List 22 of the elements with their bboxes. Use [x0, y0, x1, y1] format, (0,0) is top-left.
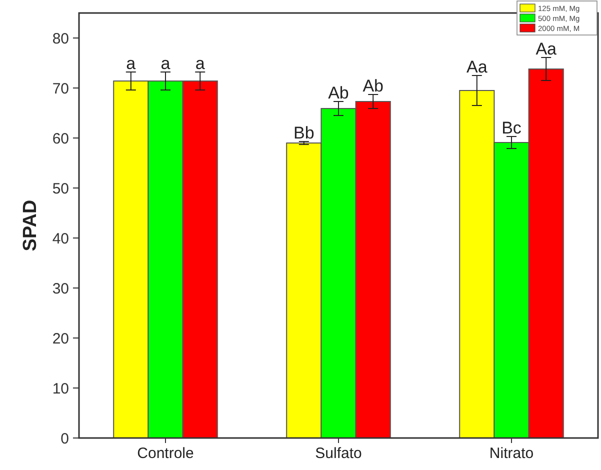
x-tick-label: Sulfato [315, 445, 362, 462]
data-label: Aa [536, 40, 558, 58]
data-label: Bb [294, 124, 314, 142]
y-tick-label: 0 [60, 430, 69, 448]
data-label: Ab [328, 84, 349, 102]
y-tick-label: 50 [52, 180, 69, 198]
y-tick-label: 40 [52, 230, 69, 248]
data-label: Ab [362, 76, 384, 96]
y-tick-label: 80 [52, 30, 69, 48]
x-tick-label: Nitrato [489, 445, 534, 462]
y-tick-label: 10 [52, 380, 69, 398]
data-label: a [160, 54, 171, 73]
data-label: a [126, 54, 136, 73]
y-tick-label: 60 [52, 130, 69, 148]
y-tick-label: 30 [52, 280, 69, 298]
y-tick-label: 70 [52, 80, 69, 98]
y-axis-title: SPAD [20, 200, 41, 252]
data-label: Aa [466, 58, 488, 76]
y-tick-label: 20 [52, 330, 69, 348]
data-label: Bc [502, 118, 522, 138]
data-label: a [195, 54, 206, 73]
x-tick-label: Controle [137, 445, 194, 462]
